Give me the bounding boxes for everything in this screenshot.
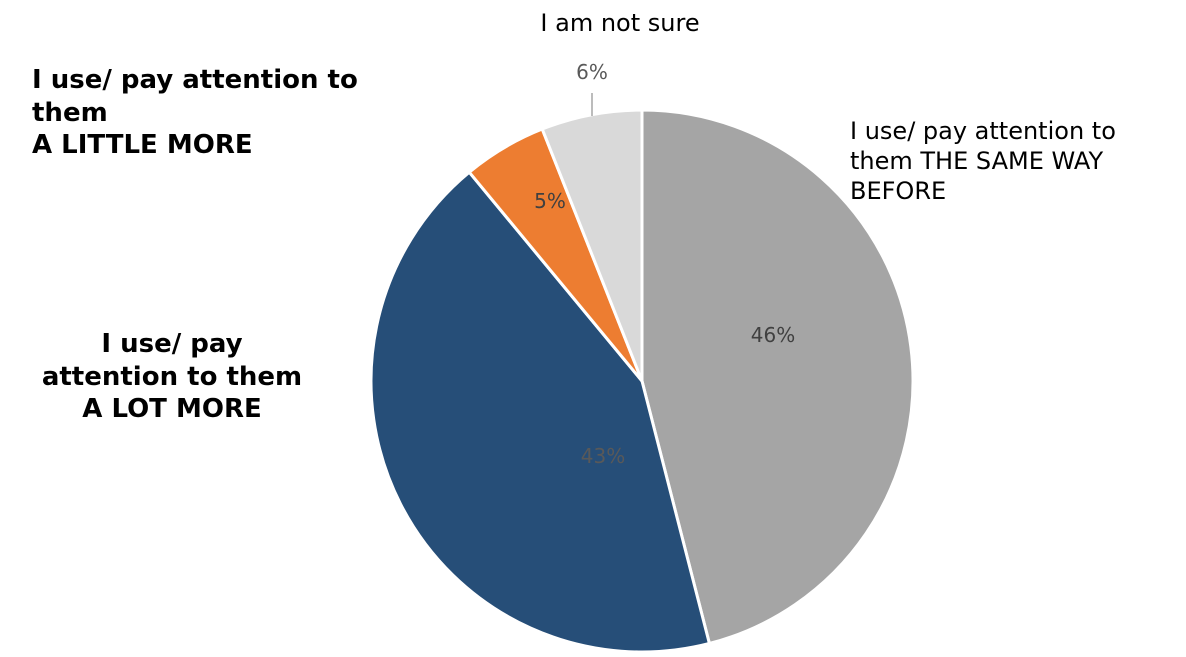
category-label-lot-more: I use/ pay attention to them A LOT MORE (41, 329, 303, 424)
category-label-little-more: I use/ pay attention to them A LITTLE MO… (32, 65, 358, 160)
value-label-lot-more: 43% (581, 444, 625, 468)
pie-slice-same-way (640, 108, 915, 645)
category-label-same-way: I use/ pay attention to them THE SAME WA… (850, 117, 1116, 205)
value-label-same-way: 46% (751, 323, 795, 347)
category-label-not-sure: I am not sure (540, 9, 700, 37)
pie-slice-lot-more (369, 170, 711, 654)
value-label-not-sure: 6% (576, 60, 608, 84)
value-labels: 46% 43% 5% 6% (534, 60, 795, 468)
pie-slice-not-sure (540, 108, 644, 383)
value-label-little-more: 5% (534, 189, 566, 213)
pie-slices (369, 108, 915, 654)
